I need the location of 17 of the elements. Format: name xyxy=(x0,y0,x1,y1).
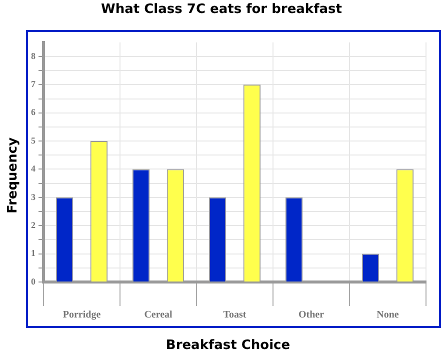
y-tick-label: 7 xyxy=(31,79,36,90)
y-tick-label: 4 xyxy=(31,164,36,174)
x-tick-label: Other xyxy=(298,310,325,321)
x-tick-label: Porridge xyxy=(62,310,102,321)
x-tick-label: None xyxy=(376,310,400,321)
y-axis-title: Frequency xyxy=(6,136,20,216)
x-axis-title: Breakfast Choice xyxy=(164,338,292,353)
y-tick-label: 0 xyxy=(31,276,36,286)
y-tick-label: 8 xyxy=(31,50,36,61)
y-tick-label: 2 xyxy=(31,220,36,230)
y-tick-label: 6 xyxy=(31,107,36,118)
x-tick-label: Cereal xyxy=(144,310,173,321)
chart-title: What Class 7C eats for breakfast xyxy=(100,2,343,17)
y-tick-label: 1 xyxy=(31,248,36,258)
y-tick-label: 5 xyxy=(31,135,36,146)
x-tick-label: Toast xyxy=(223,310,247,321)
y-tick-label: 3 xyxy=(31,192,36,202)
